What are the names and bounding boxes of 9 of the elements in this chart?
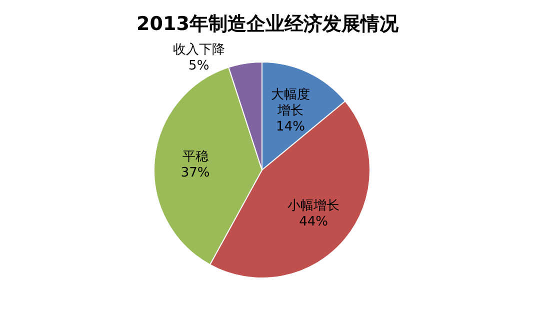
chart-title: 2013年制造企业经济发展情况 xyxy=(136,13,400,35)
data-label: 14% xyxy=(276,119,305,134)
slice-label: 大幅度增长 xyxy=(271,86,310,118)
data-label: 5% xyxy=(188,58,210,74)
slice-label: 收入下降 xyxy=(172,42,225,58)
data-label: 44% xyxy=(299,214,328,230)
data-label: 37% xyxy=(180,166,210,181)
slice-label: 平稳 xyxy=(182,150,208,165)
slice-label: 小幅增长 xyxy=(288,198,340,214)
